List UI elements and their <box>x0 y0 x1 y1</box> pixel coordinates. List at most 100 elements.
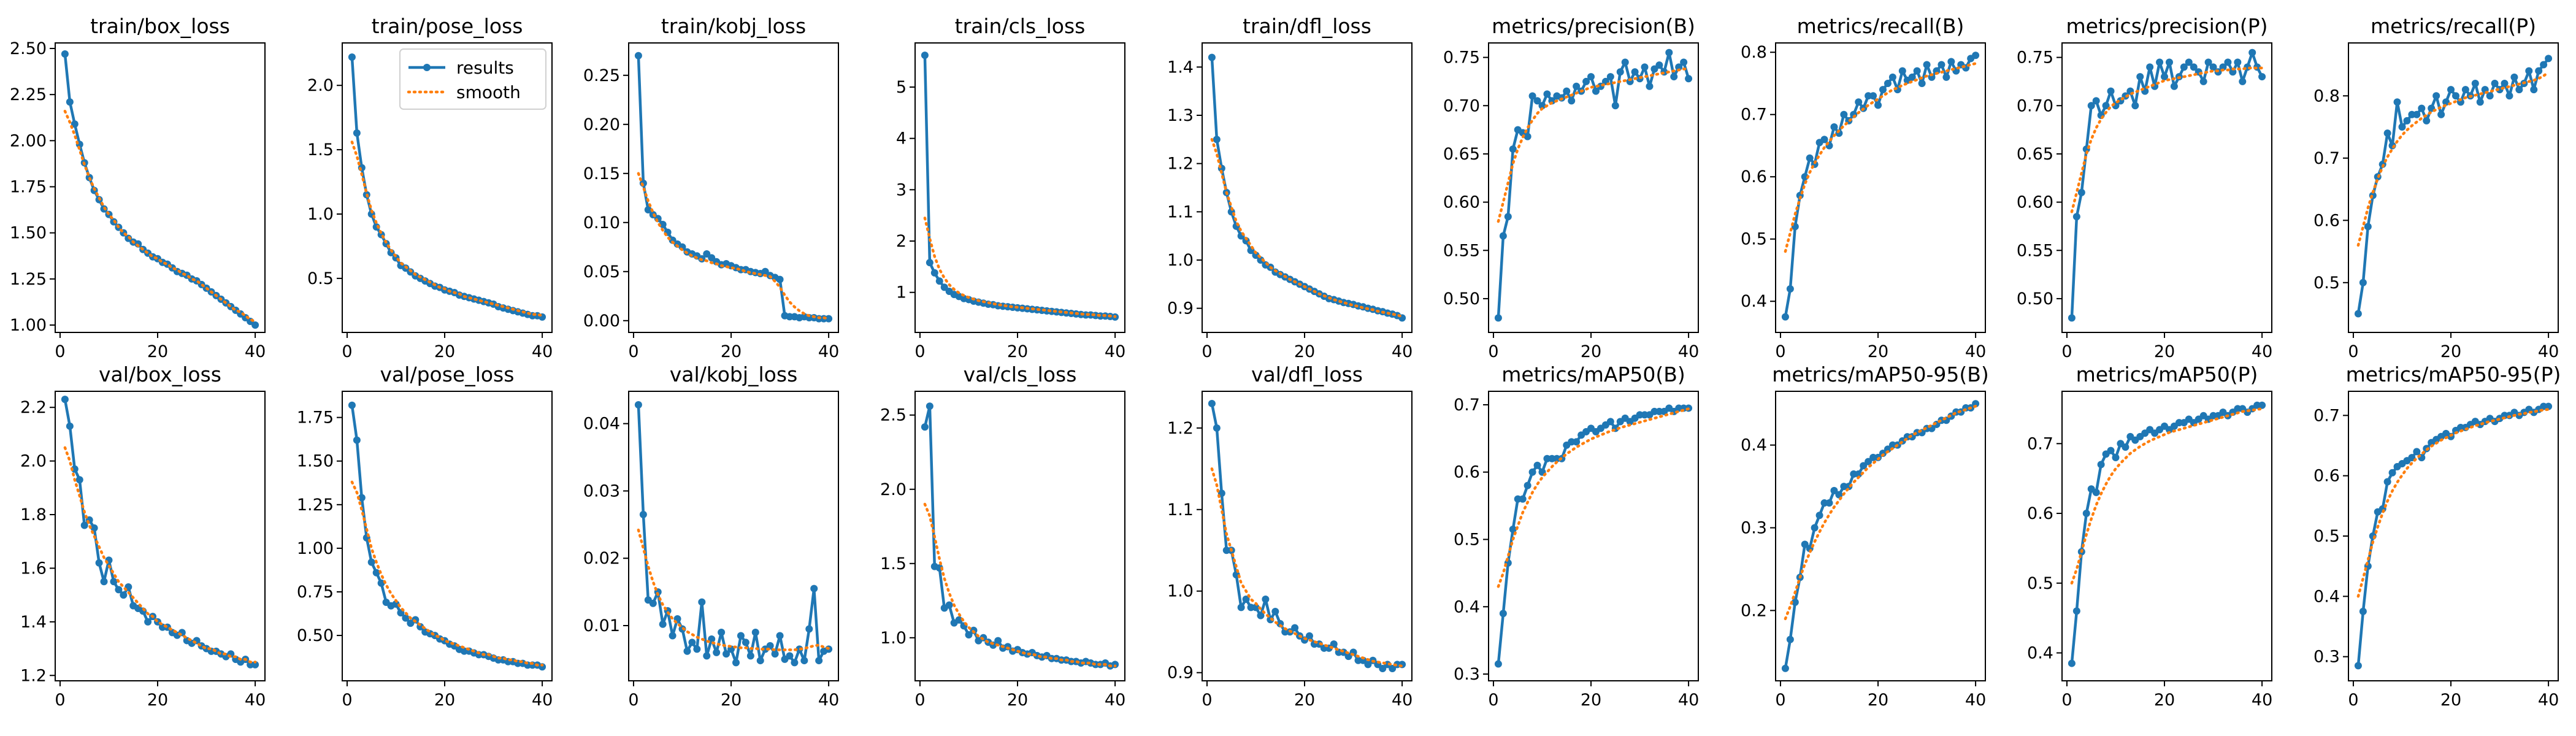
results-point <box>1855 470 1863 478</box>
subplot: val/dfl_loss 0 20 40 0.9 1.0 1.1 1.2 <box>1167 362 1413 710</box>
subplot-title: metrics/mAP50(P) <box>2076 362 2258 386</box>
results-point <box>367 558 375 566</box>
results-point <box>348 53 356 61</box>
results-point <box>2442 98 2450 106</box>
axes-frame <box>1775 391 1986 681</box>
results-point <box>2068 314 2076 322</box>
results-point <box>2224 58 2232 66</box>
y-tick-label: 0.2 <box>1741 601 1767 620</box>
results-point <box>71 120 79 128</box>
results-point <box>1494 660 1502 668</box>
subplot: val/pose_loss 0 20 40 0.50 0.75 1.00 1.25 1.50 1.… <box>297 362 553 710</box>
axes-frame <box>55 391 266 681</box>
results-point <box>377 579 385 587</box>
results-point <box>1631 68 1639 76</box>
results-point <box>1573 82 1581 90</box>
results-point <box>2185 58 2193 66</box>
results-point <box>2082 510 2090 518</box>
x-tick-label: 0 <box>1775 342 1785 361</box>
x-tick-label: 40 <box>2538 342 2559 361</box>
results-point <box>2525 67 2533 75</box>
x-tick-label: 40 <box>1678 691 1699 710</box>
results-point <box>1665 48 1673 56</box>
legend-smooth-label: smooth <box>456 82 521 102</box>
axes-frame <box>1488 42 1699 333</box>
results-point <box>751 628 759 636</box>
results-point <box>1213 136 1221 144</box>
results-point <box>1252 251 1260 259</box>
results-point <box>2102 102 2110 110</box>
results-point <box>75 476 83 484</box>
results-point <box>2092 97 2100 105</box>
x-tick-label: 20 <box>721 342 742 361</box>
y-tick-label: 0.65 <box>2017 145 2053 164</box>
results-point <box>1271 607 1279 615</box>
subplot: train/cls_loss 0 20 40 1 2 3 4 5 <box>896 14 1125 361</box>
results-point <box>2170 82 2178 90</box>
results-point <box>353 129 361 137</box>
y-tick-label: 0.5 <box>307 269 334 288</box>
results-point <box>1582 77 1590 85</box>
y-tick-label: 0.6 <box>1454 463 1480 482</box>
results-point <box>2447 86 2455 94</box>
results-point <box>659 221 667 228</box>
results-point <box>1646 82 1654 90</box>
results-point <box>2199 77 2207 85</box>
results-point <box>669 632 677 640</box>
results-point <box>1811 524 1819 532</box>
subplot-title: val/dfl_loss <box>1251 362 1363 386</box>
x-tick-label: 20 <box>2440 342 2461 361</box>
smooth-line <box>63 109 257 323</box>
y-tick-label: 0.25 <box>583 66 620 85</box>
results-point <box>1938 61 1945 69</box>
axes-frame <box>914 391 1125 681</box>
results-point <box>1364 661 1372 669</box>
results-point <box>2486 92 2494 100</box>
y-tick-label: 0.01 <box>583 616 620 635</box>
smooth-line <box>1210 467 1404 668</box>
results-point <box>1918 79 1926 87</box>
results-point <box>1389 665 1397 673</box>
y-tick-label: 0.15 <box>583 164 620 183</box>
results-point <box>737 632 745 640</box>
axes-frame <box>1202 42 1413 333</box>
results-point <box>90 524 98 532</box>
results-point <box>2190 63 2198 71</box>
subplot-title: train/dfl_loss <box>1243 14 1371 38</box>
results-point <box>921 423 929 431</box>
results-point <box>2491 79 2499 87</box>
y-tick-label: 1.25 <box>297 496 334 515</box>
results-point <box>1781 664 1789 672</box>
x-tick-label: 20 <box>2440 691 2461 710</box>
results-point <box>1208 53 1216 61</box>
x-tick-label: 20 <box>147 342 168 361</box>
results-point <box>2072 607 2080 615</box>
y-tick-label: 2.0 <box>880 480 907 499</box>
results-point <box>402 614 410 622</box>
x-tick-label: 40 <box>1678 342 1699 361</box>
results-point <box>693 645 701 653</box>
results-point <box>1499 610 1507 618</box>
y-tick-label: 0.20 <box>583 115 620 134</box>
x-tick-label: 40 <box>818 342 839 361</box>
results-point <box>1242 596 1250 604</box>
results-point <box>1641 63 1649 71</box>
results-point <box>1806 154 1814 162</box>
results-point <box>713 648 721 656</box>
results-point <box>2383 478 2391 486</box>
x-tick-label: 40 <box>245 691 266 710</box>
y-tick-label: 0.3 <box>1741 519 1767 538</box>
y-tick-label: 1.0 <box>307 205 334 224</box>
legend-results-label: results <box>456 58 514 78</box>
x-tick-label: 40 <box>2252 342 2272 361</box>
y-tick-label: 2.00 <box>10 131 47 150</box>
results-point <box>2505 92 2513 100</box>
results-point <box>926 402 933 410</box>
results-point <box>1621 58 1629 66</box>
results-point <box>2398 123 2406 131</box>
results-point <box>120 591 128 599</box>
legend-box <box>399 48 546 110</box>
y-tick-label: 0.03 <box>583 481 620 500</box>
y-tick-label: 0.75 <box>297 583 334 602</box>
subplot-title: train/cls_loss <box>955 14 1086 38</box>
